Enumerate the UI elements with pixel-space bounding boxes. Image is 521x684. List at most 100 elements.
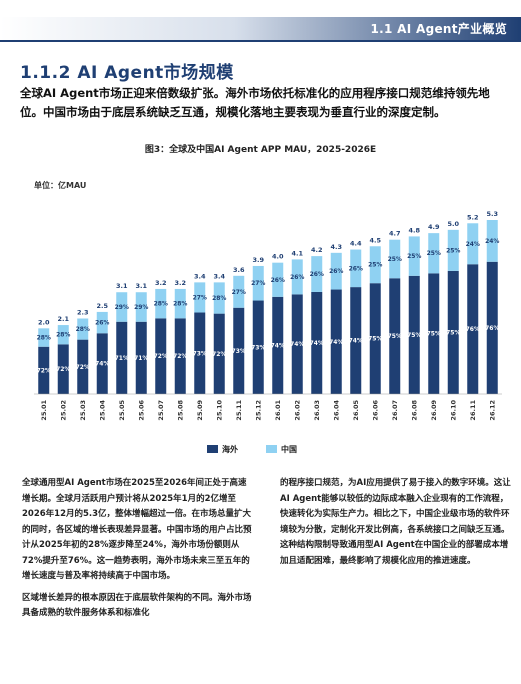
data-label-overseas: 75% (446, 329, 460, 336)
bar-overseas (116, 321, 128, 394)
data-label-overseas: 74% (310, 340, 324, 347)
bar-overseas (233, 307, 245, 394)
x-tick-label: 25.10 (215, 400, 223, 421)
data-label-total: 3.2 (155, 279, 167, 287)
data-label-total: 2.1 (57, 315, 69, 323)
data-label-total: 4.3 (330, 243, 342, 251)
data-label-overseas: 74% (290, 341, 304, 348)
data-label-china: 25% (368, 262, 382, 269)
bar-overseas (272, 296, 284, 394)
data-label-total: 3.6 (233, 266, 245, 274)
x-tick-label: 26.04 (332, 400, 340, 421)
x-tick-label: 25.08 (176, 400, 184, 421)
data-label-overseas: 72% (154, 353, 168, 360)
bar-overseas (467, 264, 479, 394)
data-label-total: 3.9 (252, 256, 264, 264)
legend-swatch-overseas (207, 445, 218, 453)
bar-china (57, 325, 69, 345)
data-label-china: 28% (154, 301, 168, 308)
bar-overseas (77, 339, 89, 394)
data-label-china: 26% (290, 274, 304, 281)
data-label-china: 28% (76, 326, 90, 333)
data-label-china: 28% (56, 332, 70, 339)
data-label-total: 3.4 (194, 272, 206, 280)
x-tick-label: 25.09 (196, 400, 204, 421)
bar-china (116, 292, 128, 322)
bar-china (350, 249, 362, 288)
data-label-overseas: 75% (407, 332, 421, 339)
data-label-china: 26% (329, 268, 343, 275)
bar-overseas (96, 333, 108, 394)
x-tick-label: 26.10 (449, 400, 457, 421)
data-label-china: 26% (310, 271, 324, 278)
section-tag: 1.1 AI Agent产业概览 (370, 22, 507, 36)
data-label-overseas: 72% (173, 353, 187, 360)
x-tick-label: 25.05 (118, 400, 126, 421)
data-label-total: 4.0 (272, 253, 284, 261)
bar-overseas (330, 289, 342, 394)
bar-overseas (486, 261, 498, 394)
x-tick-label: 25.06 (137, 400, 145, 421)
data-label-china: 26% (271, 277, 285, 284)
data-label-china: 27% (232, 289, 246, 296)
x-tick-label: 26.01 (274, 400, 282, 421)
x-tick-label: 26.02 (293, 400, 301, 421)
data-label-total: 2.0 (38, 318, 50, 326)
section-title: 1.1.2 AI Agent市场规模 (20, 63, 234, 83)
body-paragraph: 区域增长差异的根本原因在于底层软件架构的不同。海外市场具备成熟的软件服务体系和标… (22, 592, 252, 619)
body-paragraph: 的程序接口规范，为AI应用提供了易于接入的数字环境。这让AI Agent能够以较… (280, 478, 511, 566)
data-label-china: 27% (193, 294, 207, 301)
bar-china (311, 256, 323, 292)
bar-china (174, 288, 186, 319)
bar-overseas (135, 321, 147, 394)
bar-overseas (428, 273, 440, 394)
data-label-total: 3.1 (135, 282, 147, 290)
data-label-total: 4.7 (389, 230, 401, 238)
x-tick-label: 26.08 (410, 400, 418, 421)
data-label-china: 24% (485, 238, 499, 245)
bar-china (96, 311, 108, 334)
bar-overseas (57, 344, 69, 394)
bar-china (447, 229, 459, 271)
bar-overseas (408, 275, 420, 394)
body-paragraph: 全球通用型AI Agent市场在2025至2026年间正处于高速增长期。全球月活… (22, 478, 252, 581)
bar-overseas (369, 283, 381, 394)
x-tick-label: 26.09 (430, 400, 438, 421)
x-tick-label: 25.01 (40, 400, 48, 421)
data-label-overseas: 74% (349, 338, 363, 345)
page-header: 1.1 AI Agent产业概览 (0, 0, 521, 42)
data-label-total: 2.3 (77, 308, 89, 316)
bar-china (291, 259, 303, 295)
data-label-total: 3.1 (116, 282, 128, 290)
bar-overseas (291, 294, 303, 394)
data-label-overseas: 73% (232, 348, 246, 355)
bar-overseas (389, 278, 401, 394)
x-tick-label: 25.02 (59, 400, 67, 421)
body-column-right: 的程序接口规范，为AI应用提供了易于接入的数字环境。这让AI Agent能够以较… (280, 476, 512, 575)
x-tick-label: 26.06 (371, 400, 379, 421)
x-tick-label: 26.03 (313, 400, 321, 421)
data-label-total: 2.5 (96, 302, 108, 310)
data-label-china: 24% (466, 241, 480, 248)
x-tick-label: 25.12 (254, 400, 262, 421)
data-label-overseas: 75% (368, 336, 382, 343)
data-label-total: 4.2 (311, 246, 323, 254)
data-label-china: 29% (134, 304, 148, 311)
data-label-overseas: 76% (466, 326, 480, 333)
data-label-total: 4.4 (350, 240, 362, 248)
x-tick-label: 26.07 (391, 400, 399, 421)
lead-paragraph: 全球AI Agent市场正迎来倍数级扩张。海外市场依托标准化的应用程序接口规范维… (20, 86, 490, 119)
bar-china (213, 282, 225, 314)
data-label-total: 3.4 (213, 272, 225, 280)
bar-overseas (174, 318, 186, 394)
bar-overseas (213, 313, 225, 394)
mau-stacked-bar-chart: 72% 28% 2.0 25.01 72% 28% 2.1 25.02 72% 28% 2.3 25.… (34, 210, 502, 454)
bar-china (252, 265, 264, 301)
data-label-overseas: 73% (251, 344, 265, 351)
x-tick-label: 26.11 (469, 400, 477, 421)
bar-overseas (311, 291, 323, 394)
legend-label-overseas: 海外 (222, 444, 238, 454)
data-label-total: 5.2 (467, 213, 479, 221)
legend-swatch-china (266, 445, 277, 453)
data-label-overseas: 72% (76, 364, 90, 371)
